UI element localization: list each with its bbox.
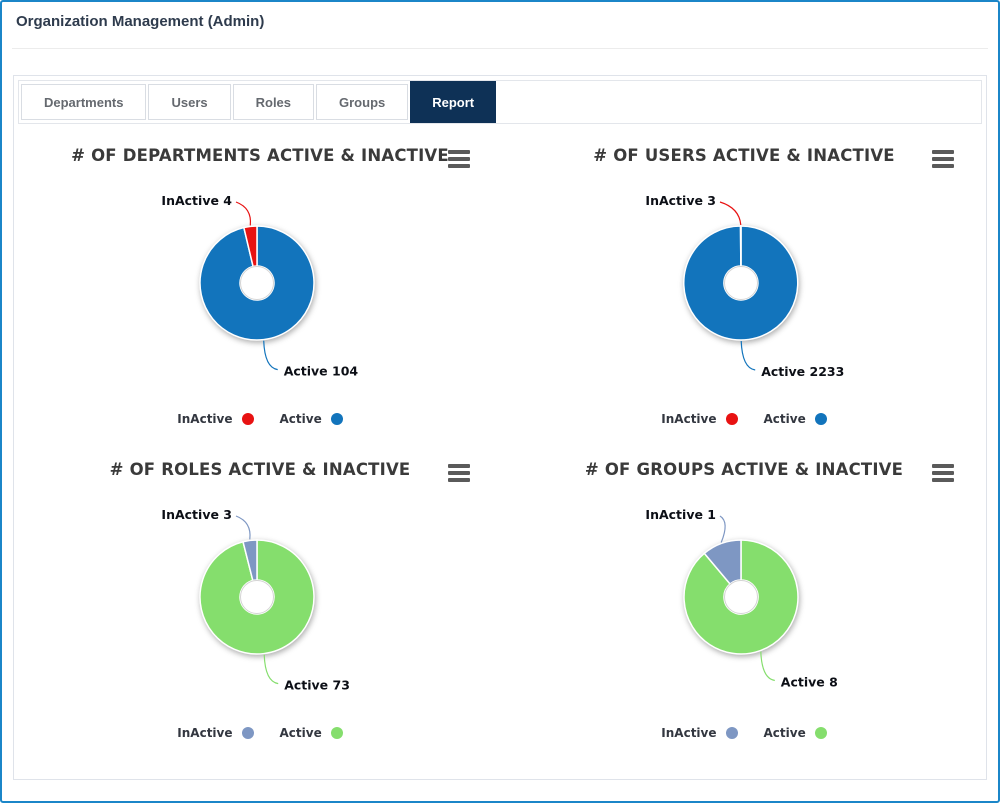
chart-legend: InActive Active bbox=[18, 412, 502, 426]
chart-groups: # OF GROUPS ACTIVE & INACTIVE InActive 1… bbox=[502, 440, 986, 754]
inactive-label-connector bbox=[235, 201, 252, 226]
hamburger-menu-icon bbox=[448, 471, 470, 475]
donut-hole bbox=[240, 266, 274, 300]
chart-title: # OF GROUPS ACTIVE & INACTIVE bbox=[584, 460, 904, 479]
chart-context-menu-button[interactable] bbox=[932, 150, 954, 168]
hamburger-menu-icon bbox=[448, 157, 470, 161]
active-label-connector bbox=[263, 654, 279, 685]
legend-marker bbox=[725, 413, 738, 425]
hamburger-menu-icon bbox=[932, 471, 954, 475]
tab-bar: Departments Users Roles Groups Report bbox=[18, 80, 982, 124]
donut-hole bbox=[240, 580, 274, 614]
legend-marker bbox=[241, 727, 254, 739]
chart-roles: # OF ROLES ACTIVE & INACTIVE InActive 3 … bbox=[18, 440, 502, 754]
data-label-inactive: InActive 3 bbox=[161, 507, 232, 522]
chart-legend: InActive Active bbox=[502, 726, 986, 740]
data-label-inactive: InActive 3 bbox=[645, 193, 716, 208]
legend-item-active[interactable]: Active bbox=[764, 412, 827, 426]
legend-label: InActive bbox=[661, 412, 717, 426]
donut-hole bbox=[724, 266, 758, 300]
legend-marker bbox=[814, 413, 827, 425]
page-header: Organization Management (Admin) bbox=[2, 2, 998, 48]
hamburger-menu-icon bbox=[448, 150, 470, 154]
inactive-label-connector bbox=[235, 515, 251, 540]
donut-chart: InActive 3 Active 2233 bbox=[645, 193, 844, 379]
donut-chart: InActive 3 Active 73 bbox=[161, 507, 350, 693]
data-label-active: Active 2233 bbox=[761, 364, 844, 379]
donut-chart: InActive 4 Active 104 bbox=[161, 193, 359, 379]
hamburger-menu-icon bbox=[448, 164, 470, 168]
tab-users[interactable]: Users bbox=[148, 84, 231, 120]
hamburger-menu-icon bbox=[932, 464, 954, 468]
active-label-connector bbox=[740, 340, 756, 371]
legend-marker bbox=[241, 413, 254, 425]
legend-label: Active bbox=[763, 726, 806, 740]
content-panel: Departments Users Roles Groups Report # … bbox=[13, 75, 987, 780]
chart-context-menu-button[interactable] bbox=[448, 464, 470, 482]
hamburger-menu-icon bbox=[932, 478, 954, 482]
legend-item-active[interactable]: Active bbox=[280, 412, 343, 426]
hamburger-menu-icon bbox=[932, 150, 954, 154]
active-label-connector bbox=[263, 340, 278, 371]
chart-title: # OF ROLES ACTIVE & INACTIVE bbox=[109, 460, 411, 479]
tab-groups[interactable]: Groups bbox=[316, 84, 409, 120]
data-label-active: Active 104 bbox=[284, 364, 359, 379]
header-divider bbox=[12, 48, 988, 49]
active-label-connector bbox=[760, 651, 775, 682]
legend-item-active[interactable]: Active bbox=[280, 726, 343, 740]
legend-item-inactive[interactable]: InActive bbox=[177, 412, 254, 426]
legend-marker bbox=[330, 413, 343, 425]
data-label-inactive: InActive 4 bbox=[161, 193, 232, 208]
inactive-label-connector bbox=[719, 515, 726, 543]
inactive-label-connector bbox=[719, 201, 742, 226]
legend-label: Active bbox=[279, 412, 322, 426]
hamburger-menu-icon bbox=[448, 464, 470, 468]
chart-legend: InActive Active bbox=[18, 726, 502, 740]
chart-title: # OF USERS ACTIVE & INACTIVE bbox=[593, 146, 895, 165]
legend-item-active[interactable]: Active bbox=[764, 726, 827, 740]
legend-label: InActive bbox=[177, 412, 233, 426]
donut-chart: InActive 1 Active 8 bbox=[645, 507, 838, 690]
legend-item-inactive[interactable]: InActive bbox=[661, 726, 738, 740]
chart-users: # OF USERS ACTIVE & INACTIVE InActive 3 … bbox=[502, 126, 986, 440]
chart-context-menu-button[interactable] bbox=[448, 150, 470, 168]
legend-marker bbox=[725, 727, 738, 739]
legend-label: Active bbox=[279, 726, 322, 740]
tab-report[interactable]: Report bbox=[410, 81, 497, 123]
legend-marker bbox=[330, 727, 343, 739]
tab-roles[interactable]: Roles bbox=[232, 84, 315, 120]
hamburger-menu-icon bbox=[932, 164, 954, 168]
data-label-active: Active 73 bbox=[284, 678, 350, 693]
hamburger-menu-icon bbox=[448, 478, 470, 482]
chart-legend: InActive Active bbox=[502, 412, 986, 426]
legend-marker bbox=[814, 727, 827, 739]
chart-departments: # OF DEPARTMENTS ACTIVE & INACTIVE InAct… bbox=[18, 126, 502, 440]
tab-departments[interactable]: Departments bbox=[21, 84, 147, 120]
legend-label: InActive bbox=[661, 726, 717, 740]
donut-hole bbox=[724, 580, 758, 614]
data-label-inactive: InActive 1 bbox=[645, 507, 716, 522]
legend-item-inactive[interactable]: InActive bbox=[661, 412, 738, 426]
legend-label: InActive bbox=[177, 726, 233, 740]
data-label-active: Active 8 bbox=[781, 675, 838, 690]
chart-title: # OF DEPARTMENTS ACTIVE & INACTIVE bbox=[71, 146, 449, 165]
charts-grid: # OF DEPARTMENTS ACTIVE & INACTIVE InAct… bbox=[18, 126, 982, 754]
legend-item-inactive[interactable]: InActive bbox=[177, 726, 254, 740]
legend-label: Active bbox=[763, 412, 806, 426]
chart-context-menu-button[interactable] bbox=[932, 464, 954, 482]
hamburger-menu-icon bbox=[932, 157, 954, 161]
page-title: Organization Management (Admin) bbox=[16, 13, 265, 30]
